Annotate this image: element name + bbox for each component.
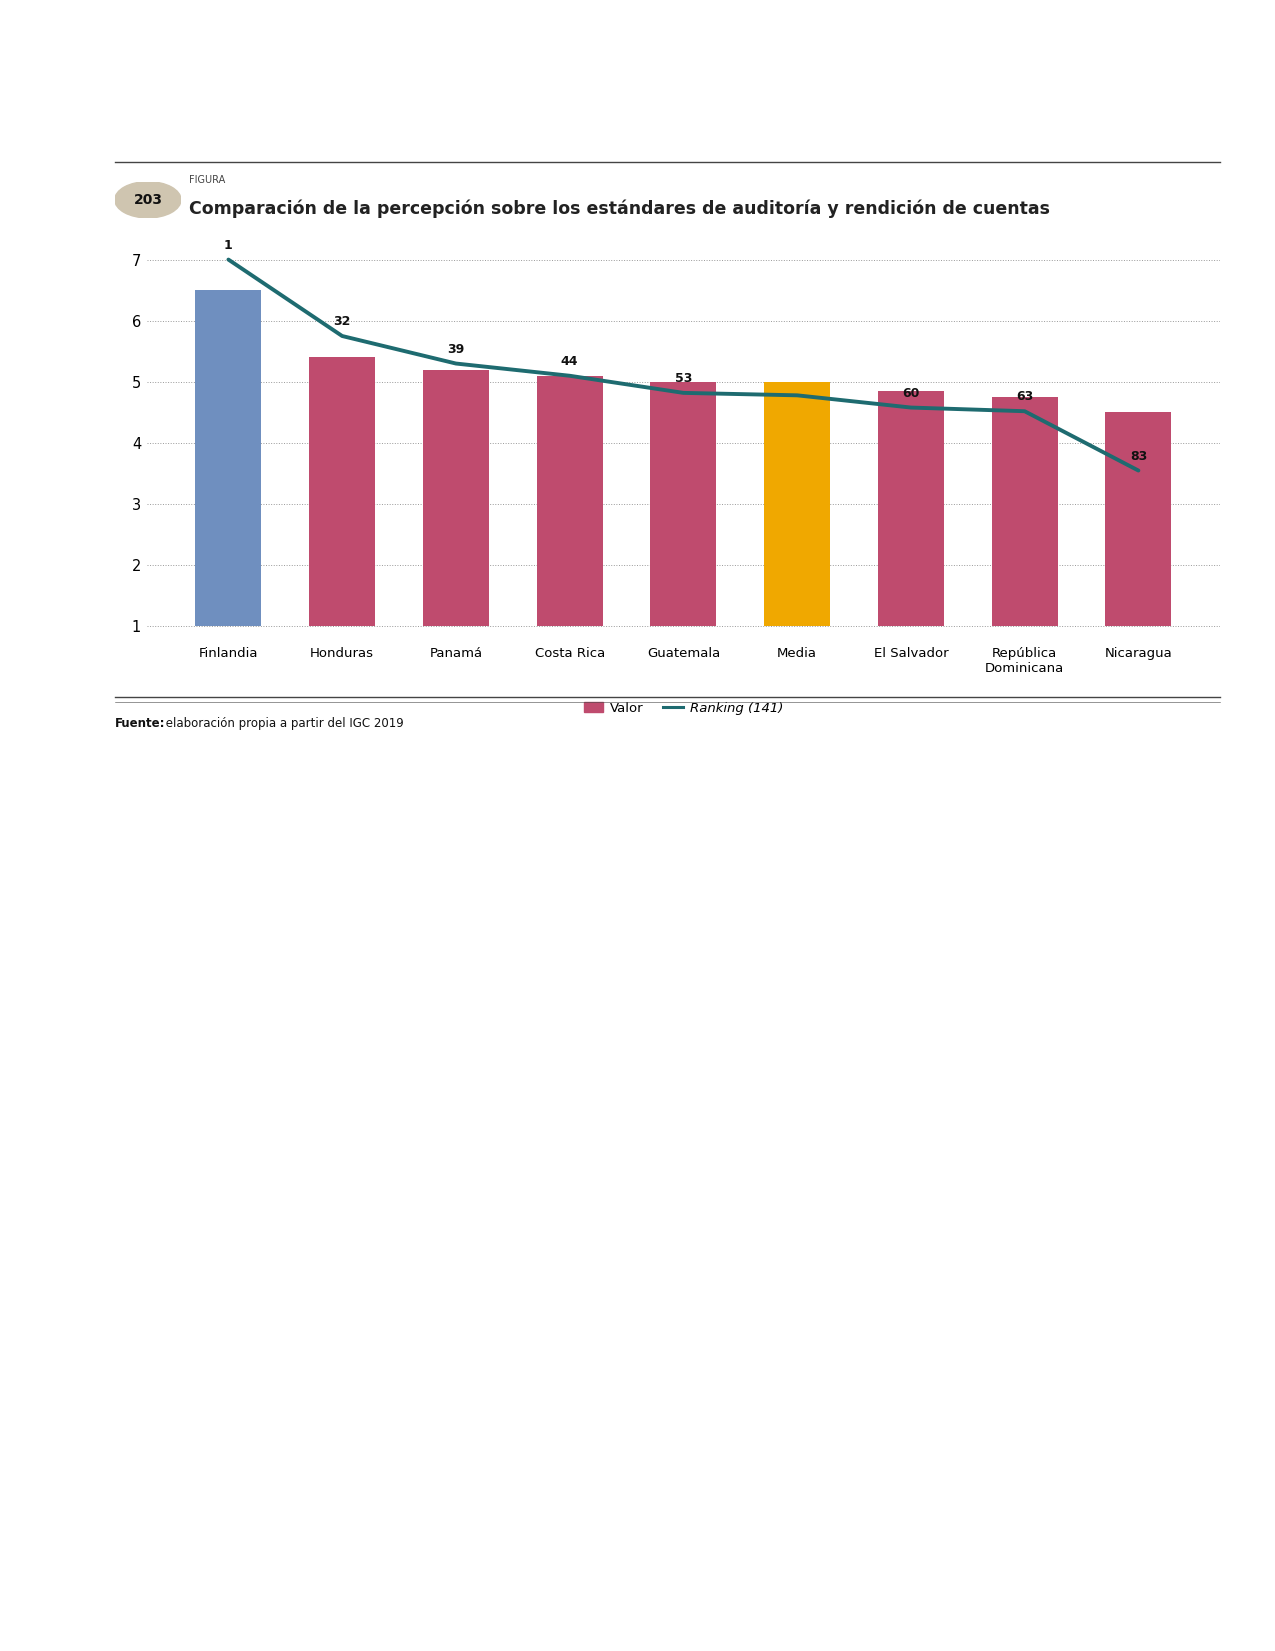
- Text: FIGURA: FIGURA: [189, 175, 224, 185]
- Text: 1: 1: [224, 239, 233, 251]
- Bar: [309, 357, 375, 626]
- Text: 32: 32: [334, 315, 351, 329]
- Bar: [1105, 413, 1172, 626]
- Text: 60: 60: [903, 386, 919, 400]
- Text: Comparación de la percepción sobre los estándares de auditoría y rendición de cu: Comparación de la percepción sobre los e…: [189, 200, 1049, 218]
- Bar: [195, 291, 261, 626]
- Text: 83: 83: [1130, 449, 1148, 462]
- Text: 203: 203: [134, 193, 162, 206]
- Bar: [537, 376, 603, 626]
- Text: elaboración propia a partir del IGC 2019: elaboración propia a partir del IGC 2019: [162, 717, 404, 730]
- Legend: Valor, Ranking (141): Valor, Ranking (141): [579, 697, 788, 720]
- Text: 63: 63: [1016, 390, 1033, 403]
- Ellipse shape: [115, 182, 181, 218]
- Text: 44: 44: [561, 355, 579, 368]
- Bar: [878, 391, 944, 626]
- Bar: [423, 370, 488, 626]
- Text: 53: 53: [674, 371, 692, 385]
- Bar: [650, 381, 717, 626]
- Text: 39: 39: [448, 342, 464, 355]
- Bar: [992, 398, 1058, 626]
- Text: Fuente:: Fuente:: [115, 717, 166, 730]
- Bar: [764, 381, 830, 626]
